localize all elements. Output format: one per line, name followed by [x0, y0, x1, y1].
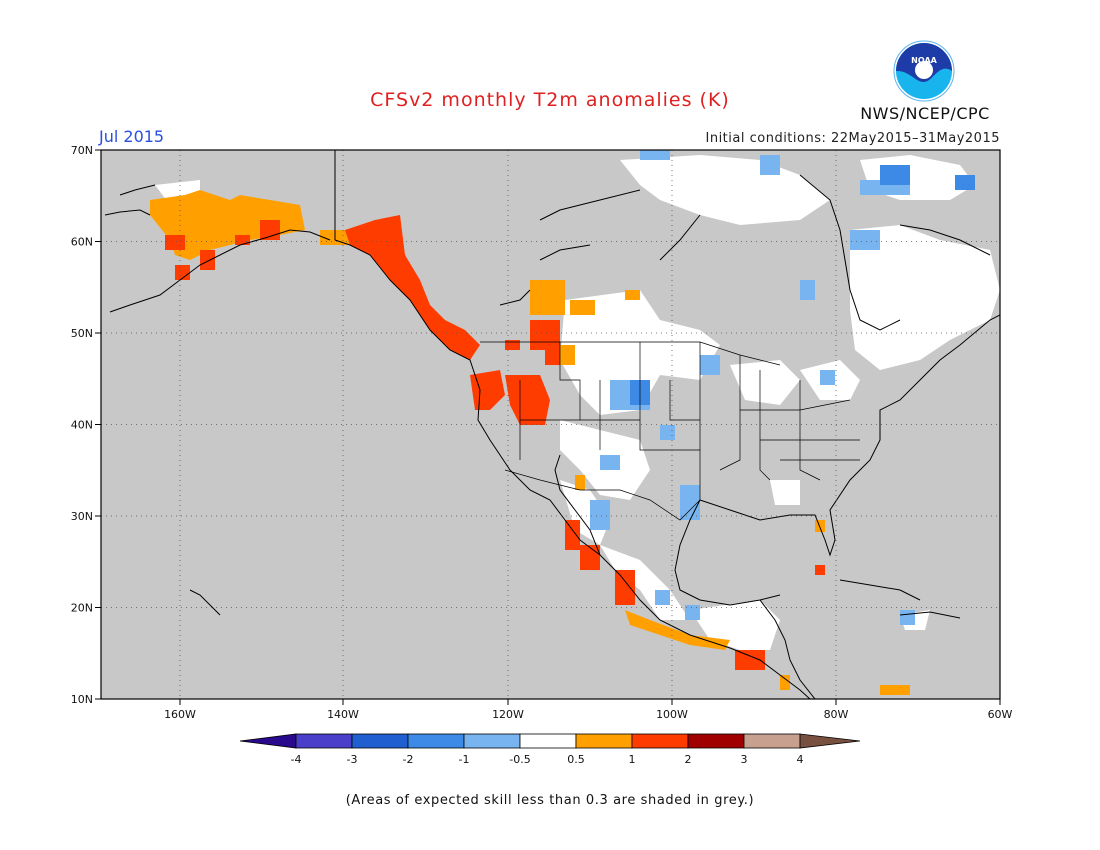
lon-tick-label: 160W	[164, 708, 196, 721]
skill-footnote: (Areas of expected skill less than 0.3 a…	[345, 793, 755, 808]
lon-tick-label: 140W	[327, 708, 359, 721]
lat-tick-label: 10N	[71, 693, 93, 706]
colorbar-label: -0.5	[509, 753, 530, 766]
colorbar-label: -2	[403, 753, 414, 766]
logo-text: NOAA	[911, 56, 937, 65]
colorbar-label: 0.5	[567, 753, 585, 766]
colorbar-label: -3	[347, 753, 358, 766]
lat-tick-label: 20N	[71, 602, 93, 615]
colorbar-arrow-low	[239, 733, 297, 749]
colorbar-segment	[631, 733, 689, 749]
anomaly-one-to-two	[165, 215, 825, 670]
lon-tick-label: 120W	[492, 708, 524, 721]
noaa-logo-icon: NOAA	[893, 40, 955, 102]
lat-tick-label: 60N	[71, 236, 93, 249]
coastlines	[104, 150, 1000, 699]
lon-tick-label: 100W	[656, 708, 688, 721]
colorbar-label: -1	[459, 753, 470, 766]
colorbar-label: -4	[291, 753, 302, 766]
colorbar: -4 -3 -2 -1 -0.5 0.5 1 2 3 4	[239, 733, 861, 766]
colorbar-segment	[575, 733, 633, 749]
colorbar-segment	[463, 733, 521, 749]
initial-conditions-label: Initial conditions: 22May2015–31May2015	[705, 131, 1000, 146]
lat-tick-label: 70N	[71, 144, 93, 157]
anomaly-half-to-one	[150, 190, 910, 695]
lon-tick-label: 80W	[824, 708, 849, 721]
valid-month-label: Jul 2015	[99, 127, 165, 146]
agency-label: NWS/NCEP/CPC	[860, 104, 990, 123]
lat-tick-label: 30N	[71, 510, 93, 523]
tick-marks	[95, 149, 1001, 705]
lat-tick-label: 40N	[71, 419, 93, 432]
colorbar-label: 2	[685, 753, 692, 766]
colorbar-arrow-high	[799, 733, 861, 749]
lon-labels: 160W 140W 120W 100W 80W 60W	[164, 708, 1012, 721]
colorbar-label: 3	[741, 753, 748, 766]
colorbar-segment	[743, 733, 801, 749]
colorbar-segment	[687, 733, 745, 749]
colorbar-label: 1	[629, 753, 636, 766]
colorbar-segment	[407, 733, 465, 749]
colorbar-segment	[351, 733, 409, 749]
colorbar-label: 4	[797, 753, 804, 766]
lat-labels: 70N 60N 50N 40N 30N 20N 10N	[71, 144, 93, 706]
lat-tick-label: 50N	[71, 327, 93, 340]
borders	[480, 341, 860, 521]
lon-tick-label: 60W	[988, 708, 1013, 721]
chart-title: CFSv2 monthly T2m anomalies (K)	[370, 89, 730, 111]
colorbar-segment	[295, 733, 353, 749]
colorbar-segment	[519, 733, 577, 749]
